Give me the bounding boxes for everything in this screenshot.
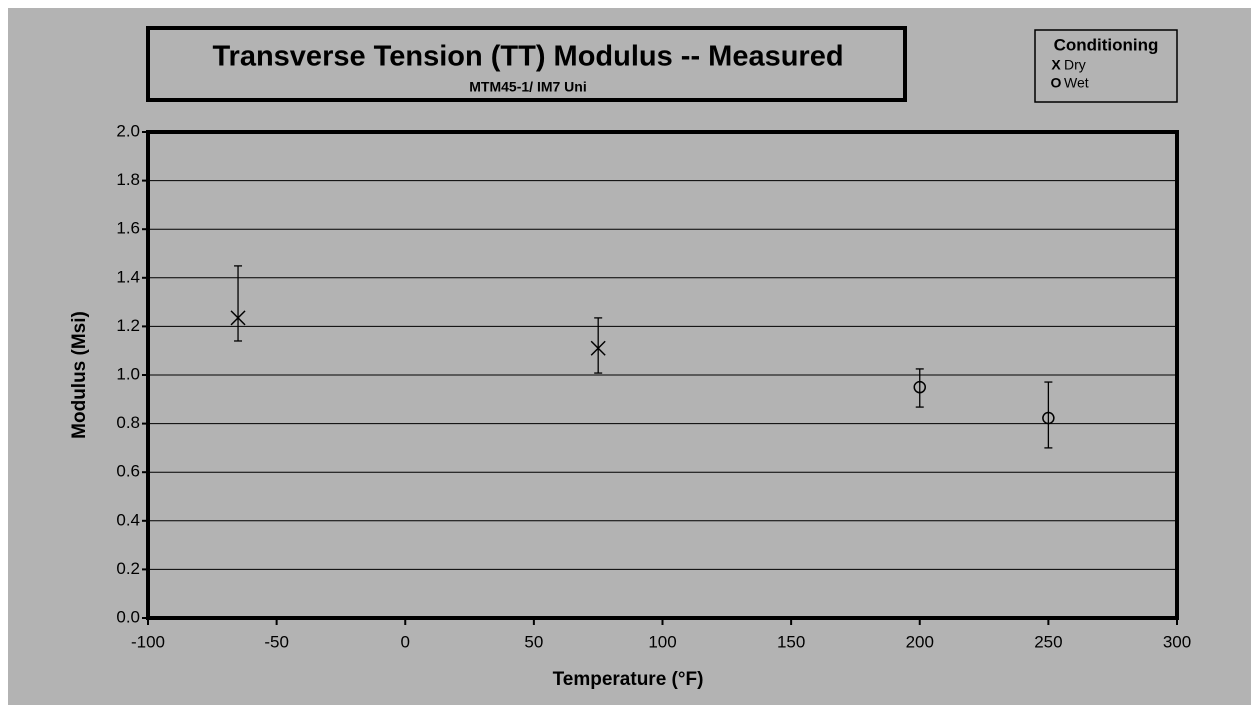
legend-label: Wet	[1064, 75, 1089, 91]
error-bar	[594, 317, 603, 374]
x-tick-label: -100	[131, 632, 165, 651]
legend-title: Conditioning	[1054, 35, 1159, 54]
x-tick-label: 250	[1034, 632, 1062, 651]
legend-label: Dry	[1064, 57, 1086, 73]
y-tick-label: 1.4	[116, 267, 140, 286]
y-tick-label: 1.6	[116, 219, 140, 238]
y-tick-label: 0.6	[116, 462, 140, 481]
x-tick-label: -50	[264, 632, 289, 651]
x-tick-label: 100	[648, 632, 676, 651]
y-axis-label: Modulus (Msi)	[69, 311, 90, 439]
error-bar	[915, 368, 924, 408]
legend-symbol: X	[1051, 57, 1061, 73]
chart-title: Transverse Tension (TT) Modulus -- Measu…	[212, 41, 843, 73]
x-tick-label: 200	[906, 632, 934, 651]
y-tick-label: 2.0	[116, 121, 140, 140]
y-tick-label: 1.2	[116, 316, 140, 335]
y-tick-label: 0.0	[116, 607, 140, 626]
x-tick-label: 300	[1163, 632, 1191, 651]
x-axis-label: Temperature (°F)	[553, 669, 704, 690]
data-point	[913, 380, 926, 394]
x-tick-label: 150	[777, 632, 805, 651]
title-box	[146, 26, 907, 102]
legend-box	[1034, 29, 1178, 103]
data-point	[1042, 411, 1055, 425]
y-tick-label: 0.4	[116, 510, 140, 529]
y-tick-label: 1.0	[116, 364, 140, 383]
data-point	[230, 310, 246, 326]
error-bar	[234, 265, 243, 342]
plot-border	[146, 130, 1179, 620]
error-bar	[1044, 381, 1053, 449]
y-tick-label: 0.2	[116, 559, 140, 578]
y-tick-label: 1.8	[116, 170, 140, 189]
data-point	[590, 340, 606, 356]
y-tick-label: 0.8	[116, 413, 140, 432]
legend-symbol: O	[1051, 75, 1062, 91]
x-tick-label: 50	[524, 632, 543, 651]
chart-subtitle: MTM45-1/ IM7 Uni	[469, 79, 586, 95]
x-tick-label: 0	[401, 632, 410, 651]
